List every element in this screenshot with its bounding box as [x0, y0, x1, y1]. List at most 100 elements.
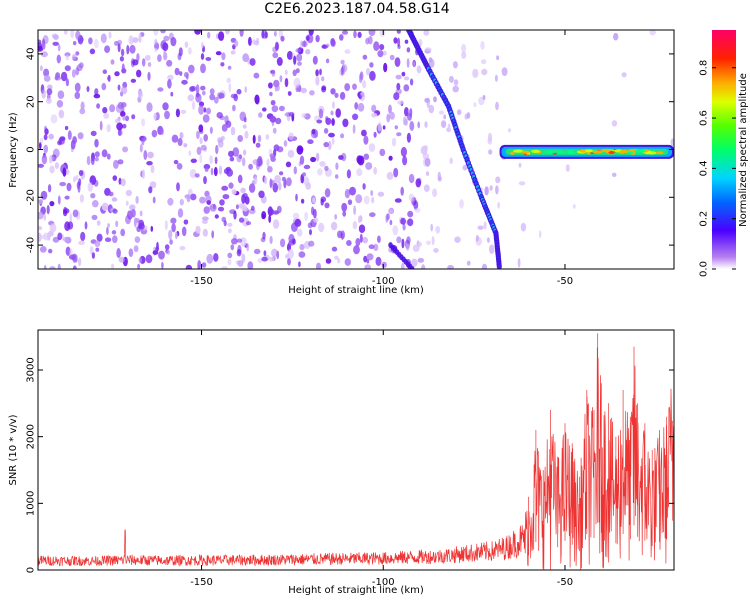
speckle-blob	[271, 248, 278, 257]
speckle-blob	[131, 114, 136, 120]
speckle-blob	[262, 231, 266, 240]
speckle-blob	[611, 172, 617, 177]
speckle-blob	[365, 162, 373, 170]
speckle-blob	[153, 112, 157, 120]
speckle-blob	[278, 30, 283, 38]
speckle-blob	[408, 173, 415, 184]
speckle-blob	[327, 140, 332, 151]
band-hotspot	[510, 151, 515, 155]
speckle-blob	[152, 250, 159, 256]
speckle-blob	[133, 217, 137, 227]
speckle-blob	[495, 176, 501, 184]
speckle-blob	[138, 33, 142, 43]
speckle-blob	[316, 119, 323, 124]
speckle-blob	[94, 88, 99, 96]
speckle-blob	[46, 88, 53, 96]
speckle-blob	[391, 137, 397, 147]
speckle-blob	[121, 102, 127, 108]
speckle-blob	[230, 244, 235, 251]
speckle-blob	[397, 37, 401, 47]
speckle-blob	[104, 45, 111, 53]
speckle-blob	[309, 229, 312, 236]
snr-y-axis-label: SNR (10 * v/v)	[8, 414, 19, 485]
snr-x-tick-label: -50	[557, 577, 573, 588]
speckle-blob	[120, 228, 126, 237]
speckle-blob	[425, 240, 432, 246]
speckle-blob	[432, 188, 438, 197]
speckle-blob	[59, 136, 66, 141]
speckle-blob	[267, 208, 275, 216]
speckle-blob	[92, 200, 99, 208]
speckle-blob	[339, 34, 344, 41]
speckle-blob	[227, 222, 233, 227]
speckle-blob	[211, 230, 215, 239]
speckle-blob	[368, 143, 376, 152]
spectrogram-panel: -150 -100 -50 -40 -20 0 20 40 Height of straigh…	[8, 29, 675, 296]
speckle-blob	[424, 97, 430, 103]
speckle-blob	[96, 103, 100, 109]
band-hotspot	[521, 150, 530, 154]
speckle-blob	[352, 124, 356, 134]
speckle-blob	[43, 134, 48, 141]
speckle-blob	[43, 68, 50, 77]
speckle-blob	[39, 246, 47, 253]
speckle-blob	[222, 194, 230, 200]
speckle-blob	[163, 35, 170, 42]
speckle-blob	[400, 217, 406, 225]
speckle-blob	[357, 102, 365, 112]
speckle-blob	[214, 214, 219, 219]
spectrogram-features	[388, 30, 674, 269]
speckle-blob	[101, 202, 109, 211]
speckle-blob	[280, 238, 286, 248]
speckle-blob	[495, 101, 499, 111]
speckle-blob	[363, 255, 368, 263]
speckle-blob	[171, 134, 179, 143]
speckle-blob	[108, 31, 112, 39]
speckle-blob	[199, 137, 203, 145]
speckle-blob	[377, 191, 385, 197]
speckle-blob	[220, 135, 225, 141]
speckle-blob	[218, 165, 223, 175]
speckle-blob	[334, 92, 339, 98]
speckle-blob	[518, 181, 526, 186]
speckle-blob	[383, 62, 388, 73]
speckle-blob	[101, 149, 108, 158]
speckle-blob	[344, 49, 351, 54]
speckle-blob	[301, 113, 307, 119]
speckle-blob	[250, 205, 255, 211]
speckle-blob	[189, 168, 197, 179]
speckle-blob	[200, 63, 206, 74]
speckle-blob	[203, 163, 211, 170]
speckle-blob	[157, 54, 162, 62]
speckle-blob	[231, 238, 238, 245]
speckle-blob	[308, 240, 315, 247]
speckle-blob	[331, 137, 335, 145]
speckle-blob	[223, 220, 227, 227]
speckle-blob	[94, 151, 100, 158]
speckle-blob	[160, 40, 167, 50]
speckle-blob	[102, 107, 108, 114]
speckle-blob	[313, 217, 319, 223]
speckle-blob	[397, 100, 404, 105]
speckle-blob	[409, 108, 413, 117]
speckle-blob	[89, 48, 96, 55]
speckle-blob	[269, 91, 273, 97]
speckle-blob	[318, 222, 325, 233]
colorbar-ticks: 0.0 0.2 0.4 0.6 0.8	[699, 60, 736, 277]
spectrogram-x-tick-label: -100	[372, 276, 395, 287]
speckle-blob	[274, 86, 278, 92]
speckle-blob	[49, 155, 53, 164]
speckle-blob	[362, 183, 366, 190]
speckle-blob	[200, 144, 207, 151]
colorbar-tick-label: 0.6	[699, 110, 710, 126]
speckle-blob	[141, 118, 146, 127]
speckle-blob	[175, 108, 180, 118]
speckle-blob	[565, 164, 570, 172]
speckle-blob	[409, 78, 414, 86]
speckle-blob	[406, 132, 411, 143]
speckle-blob	[461, 44, 467, 53]
speckle-blob	[268, 82, 273, 89]
speckle-blob	[181, 79, 188, 85]
speckle-blob	[473, 102, 477, 108]
speckle-blob	[364, 264, 371, 269]
